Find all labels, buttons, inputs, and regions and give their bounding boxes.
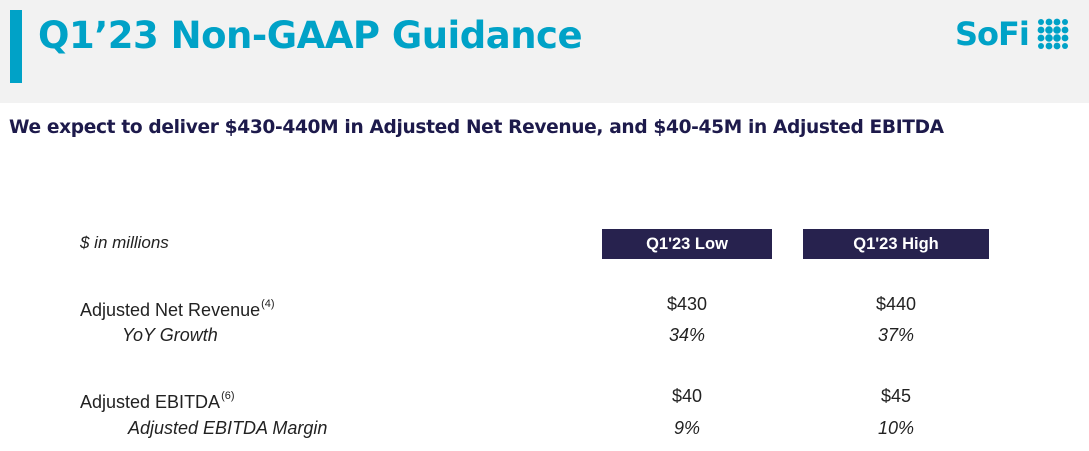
sofi-dots-icon [1035,16,1071,52]
row-label-text: Adjusted Net Revenue [80,300,261,320]
page-title: Q1’23 Non-GAAP Guidance [38,14,583,57]
row-label-text: Adjusted EBITDA [80,392,221,412]
guidance-summary: We expect to deliver $430-440M in Adjust… [9,117,944,138]
column-header-low: Q1'23 Low [602,229,772,259]
cell-yoy-high: 37% [877,325,915,345]
row-label-adjusted-net-revenue: Adjusted Net Revenue(4) [80,292,275,322]
cell-revenue-high: $440 [875,294,917,314]
logo-text: SoFi [955,15,1030,53]
title-accent-bar [10,10,22,83]
cell-margin-low: 9% [673,418,700,438]
sofi-logo: SoFi [955,14,1071,54]
header-band: Q1’23 Non-GAAP Guidance SoFi [0,0,1089,103]
row-label-adjusted-ebitda: Adjusted EBITDA(6) [80,384,235,414]
cell-revenue-low: $430 [666,294,708,314]
footnote-marker: (6) [221,390,235,402]
column-header-high: Q1'23 High [803,229,989,259]
row-label-yoy-growth: YoY Growth [122,325,218,345]
cell-ebitda-high: $45 [880,386,912,406]
units-label: $ in millions [80,233,169,252]
cell-ebitda-low: $40 [671,386,703,406]
row-label-ebitda-margin: Adjusted EBITDA Margin [128,418,328,438]
cell-margin-high: 10% [877,418,915,438]
cell-yoy-low: 34% [668,325,706,345]
footnote-marker: (4) [261,298,275,310]
